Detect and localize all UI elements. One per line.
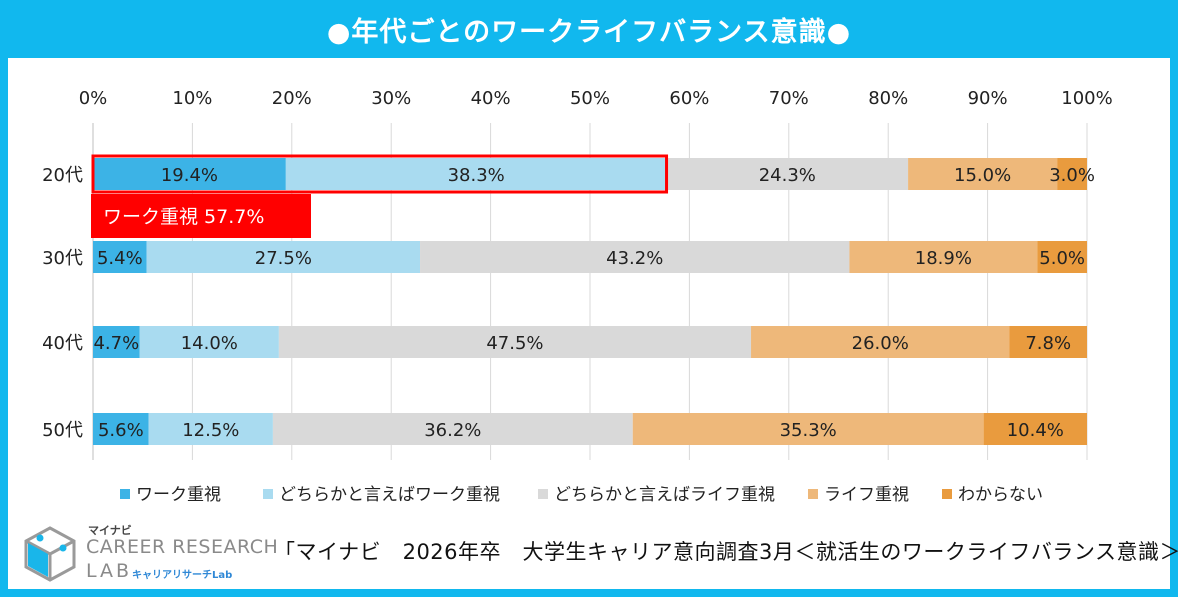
category-label: 20代	[42, 165, 83, 186]
category-label: 50代	[42, 420, 83, 441]
chart-title-bar: ●年代ごとのワークライフバランス意識●	[0, 0, 1178, 58]
bar-segment	[93, 326, 140, 358]
data-label: 35.3%	[780, 420, 837, 441]
legend-swatch	[263, 489, 273, 499]
bar-segment	[983, 413, 1087, 445]
x-tick-label: 20%	[272, 88, 312, 109]
data-label: 10.4%	[1007, 420, 1064, 441]
bar-segment	[849, 241, 1038, 273]
logo-brand: マイナビ	[88, 524, 132, 537]
chart-title: ●年代ごとのワークライフバランス意識●	[326, 16, 852, 48]
bar-segment	[632, 413, 984, 445]
data-label: 26.0%	[852, 333, 909, 354]
bar-segment	[1037, 241, 1087, 273]
x-tick-label: 0%	[79, 88, 108, 109]
legend-label: どちらかと言えばライフ重視	[554, 485, 775, 505]
data-label: 18.9%	[915, 248, 972, 269]
category-label: 30代	[42, 248, 83, 269]
x-tick-label: 100%	[1061, 88, 1112, 109]
legend-label: どちらかと言えばワーク重視	[279, 485, 500, 505]
legend-label: わからない	[958, 485, 1043, 505]
data-label: 36.2%	[424, 420, 481, 441]
bar-segment	[272, 413, 633, 445]
x-tick-label: 10%	[172, 88, 212, 109]
bar-segment	[146, 241, 421, 273]
data-label: 24.3%	[759, 165, 816, 186]
legend-swatch	[808, 489, 818, 499]
data-label: 15.0%	[954, 165, 1011, 186]
bar-segment	[93, 241, 147, 273]
logo-career-research: CAREER RESEARCH	[86, 536, 279, 558]
legend-label: ライフ重視	[824, 485, 909, 505]
bar-segment	[148, 413, 273, 445]
data-label: 4.7%	[93, 333, 139, 354]
data-label: 5.6%	[98, 420, 144, 441]
bar-segment	[1009, 326, 1087, 358]
legend-swatch	[120, 489, 130, 499]
legend-swatch	[942, 489, 952, 499]
data-label: 43.2%	[606, 248, 663, 269]
data-label: 47.5%	[486, 333, 543, 354]
bar-segment	[278, 326, 752, 358]
x-tick-label: 80%	[868, 88, 908, 109]
data-label: 19.4%	[161, 165, 218, 186]
x-tick-label: 90%	[968, 88, 1008, 109]
logo-lab: LAB	[86, 560, 133, 582]
data-label: 3.0%	[1049, 165, 1095, 186]
bar-segment	[139, 326, 279, 358]
highlight-box	[91, 154, 669, 194]
bar-segment	[751, 326, 1010, 358]
bar-segment	[285, 158, 667, 190]
category-label: 40代	[42, 333, 83, 354]
x-tick-label: 60%	[669, 88, 709, 109]
chart-panel: 0% 10% 20% 30% 40% 50% 60% 70% 80% 90% 100% 20代 19.4…	[8, 58, 1178, 589]
data-label: 14.0%	[181, 333, 238, 354]
x-tick-label: 50%	[570, 88, 610, 109]
data-label: 27.5%	[255, 248, 312, 269]
bar-segment	[93, 158, 286, 190]
source-caption: 「マイナビ 2026年卒 大学生キャリア意向調査3月＜就活生のワークライフバラン…	[274, 540, 1178, 564]
x-tick-label: 70%	[769, 88, 809, 109]
bar-segment	[666, 158, 909, 190]
data-label: 5.0%	[1039, 248, 1085, 269]
data-label: 12.5%	[182, 420, 239, 441]
data-label: 38.3%	[448, 165, 505, 186]
bar-segment	[1057, 158, 1087, 190]
logo-subtitle: キャリアリサーチLab	[132, 570, 233, 581]
career-research-lab-logo: マイナビ CAREER RESEARCH LAB キャリアリサーチLab	[20, 520, 278, 584]
data-label: 5.4%	[97, 248, 143, 269]
highlight-label-box	[91, 194, 311, 238]
data-label: 7.8%	[1025, 333, 1071, 354]
highlight-label: ワーク重視 57.7%	[103, 206, 264, 228]
legend-label: ワーク重視	[136, 485, 221, 505]
cube-logo-icon	[24, 526, 76, 582]
stacked-bar-chart: 0% 10% 20% 30% 40% 50% 60% 70% 80% 90% 100% 20代 19.4…	[42, 88, 1113, 505]
x-tick-label: 30%	[371, 88, 411, 109]
x-tick-label: 40%	[471, 88, 511, 109]
bar-segment	[420, 241, 850, 273]
legend-swatch	[538, 489, 548, 499]
bar-segment	[93, 413, 149, 445]
bar-segment	[908, 158, 1058, 190]
